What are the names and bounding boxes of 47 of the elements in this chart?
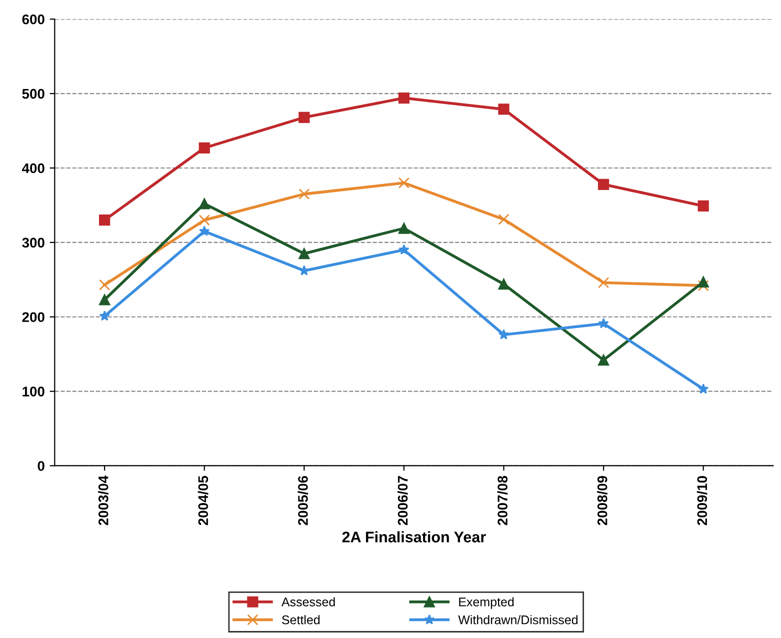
x-tick-label: 2009/10 [696,476,708,526]
point [698,280,709,292]
point [498,278,510,290]
legend-label: Exempted [459,597,514,609]
legend-label: Withdrawn/Dismissed [458,615,578,624]
point [598,277,610,288]
point [298,248,310,260]
x-tick-label: 2006/07 [397,476,408,526]
y-tick-label: 400 [22,163,44,174]
y-tick-label: 100 [22,386,44,396]
point [298,112,310,123]
point [99,279,110,290]
x-tick-label: 2003/04 [98,476,108,526]
point [298,265,310,276]
point [698,276,709,288]
legend-label: Assessed [281,597,335,606]
point [498,104,510,115]
point [398,244,410,255]
y-tick-label: 600 [22,14,44,24]
point [398,222,410,234]
point [199,226,210,236]
point [99,294,110,306]
point [398,177,410,188]
x-tick-label: 2008/09 [597,476,608,526]
x-axis-title: 2A Finalisation Year [342,531,486,542]
y-tick-label: 500 [22,88,44,99]
point [198,198,210,210]
x-tick-label: 2005/06 [298,476,308,526]
point [698,384,709,394]
y-tick-label: 0 [38,461,44,471]
point [498,329,510,340]
point [598,354,610,366]
point [598,318,609,328]
point [99,214,110,226]
point [99,310,110,321]
x-tick-label: 2004/05 [198,476,208,526]
point [398,92,410,104]
x-tick-label: 2007/08 [497,476,508,526]
point [198,142,210,154]
point [198,214,210,226]
point [298,188,310,200]
legend-label: Settled [282,615,320,624]
y-tick-label: 300 [22,238,44,248]
y-tick-label: 200 [22,312,44,322]
point [698,200,709,212]
point [498,214,510,225]
point [598,178,610,190]
